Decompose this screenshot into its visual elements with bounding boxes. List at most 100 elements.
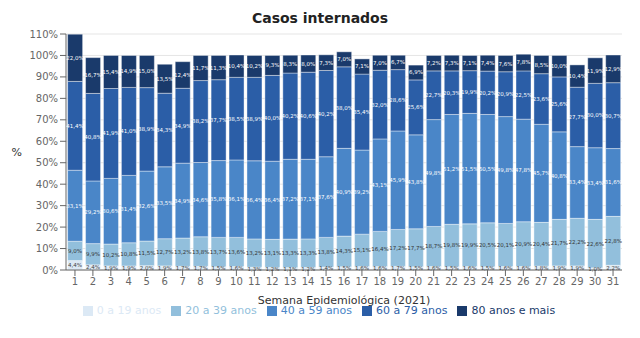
svg-text:22,5%: 22,5% (515, 92, 532, 98)
svg-text:15,0%: 15,0% (138, 68, 155, 74)
svg-text:45,9%: 45,9% (389, 177, 406, 183)
svg-text:4,4%: 4,4% (68, 262, 82, 268)
svg-text:1,4%: 1,4% (319, 265, 333, 271)
svg-text:14,3%: 14,3% (335, 248, 352, 254)
svg-text:10,2%: 10,2% (246, 63, 263, 69)
svg-text:10: 10 (230, 276, 243, 287)
svg-text:1,6%: 1,6% (373, 265, 387, 271)
svg-text:13,2%: 13,2% (174, 249, 191, 255)
svg-text:40,6%: 40,6% (300, 113, 317, 119)
svg-text:110%: 110% (29, 29, 58, 40)
svg-text:36,4%: 36,4% (246, 197, 263, 203)
svg-text:22,7%: 22,7% (425, 92, 442, 98)
svg-text:13,8%: 13,8% (192, 249, 209, 255)
svg-text:7,2%: 7,2% (427, 60, 441, 66)
svg-text:0%: 0% (42, 265, 58, 276)
svg-text:38,5%: 38,5% (228, 116, 245, 122)
svg-text:10,0%: 10,0% (551, 63, 568, 69)
svg-text:18,7%: 18,7% (425, 243, 442, 249)
svg-text:51,2%: 51,2% (443, 166, 460, 172)
svg-text:21: 21 (427, 276, 440, 287)
svg-text:28,6%: 28,6% (389, 97, 406, 103)
svg-text:9,9%: 9,9% (86, 251, 100, 257)
svg-text:21,7%: 21,7% (551, 240, 568, 246)
svg-text:37,1%: 37,1% (300, 196, 317, 202)
svg-text:16: 16 (338, 276, 351, 287)
svg-text:1,6%: 1,6% (463, 265, 477, 271)
svg-text:20: 20 (409, 276, 422, 287)
svg-text:25,6%: 25,6% (407, 104, 424, 110)
svg-text:7,1%: 7,1% (463, 60, 477, 66)
svg-text:1,6%: 1,6% (499, 265, 513, 271)
svg-text:31,6%: 31,6% (604, 179, 621, 185)
svg-text:Semana Epidemiológica (2021): Semana Epidemiológica (2021) (258, 294, 430, 307)
svg-text:2: 2 (90, 276, 96, 287)
svg-text:1,5%: 1,5% (212, 265, 226, 271)
svg-text:24: 24 (481, 276, 494, 287)
svg-text:30: 30 (589, 276, 602, 287)
svg-text:11,3%: 11,3% (210, 65, 227, 71)
svg-text:40,2%: 40,2% (317, 111, 334, 117)
svg-text:1,7%: 1,7% (176, 265, 190, 271)
svg-text:17,2%: 17,2% (389, 245, 406, 251)
svg-text:22,8%: 22,8% (604, 238, 621, 244)
svg-text:1,9%: 1,9% (570, 265, 584, 271)
svg-text:13,6%: 13,6% (228, 249, 245, 255)
svg-text:9,3%: 9,3% (265, 62, 279, 68)
svg-text:17: 17 (356, 276, 369, 287)
svg-text:1,6%: 1,6% (355, 265, 369, 271)
svg-text:37,7%: 37,7% (210, 117, 227, 123)
svg-text:40,2%: 40,2% (282, 113, 299, 119)
svg-text:41,4%: 41,4% (66, 123, 83, 129)
svg-text:90%: 90% (36, 71, 58, 82)
svg-text:25,6%: 25,6% (551, 101, 568, 107)
svg-text:40,8%: 40,8% (551, 173, 568, 179)
svg-text:10,4%: 10,4% (228, 63, 245, 69)
svg-text:20,9%: 20,9% (497, 91, 514, 97)
svg-text:20,3%: 20,3% (443, 90, 460, 96)
svg-text:7,0%: 7,0% (373, 60, 387, 66)
svg-text:2,4%: 2,4% (86, 264, 100, 270)
svg-text:5: 5 (144, 276, 150, 287)
svg-text:80%: 80% (36, 93, 58, 104)
svg-text:20,9%: 20,9% (515, 241, 532, 247)
svg-text:35,8%: 35,8% (210, 196, 227, 202)
svg-text:11,9%: 11,9% (587, 68, 604, 74)
svg-text:41,9%: 41,9% (102, 130, 119, 136)
svg-text:16,7%: 16,7% (84, 72, 101, 78)
svg-text:30,7%: 30,7% (604, 113, 621, 119)
svg-text:1,9%: 1,9% (158, 265, 172, 271)
svg-text:20,4%: 20,4% (533, 241, 550, 247)
svg-text:31,4%: 31,4% (120, 206, 137, 212)
svg-text:10,2%: 10,2% (102, 252, 119, 258)
svg-text:1,5%: 1,5% (337, 265, 351, 271)
svg-text:1,6%: 1,6% (230, 265, 244, 271)
svg-text:19,8%: 19,8% (443, 242, 460, 248)
svg-text:34,9%: 34,9% (174, 198, 191, 204)
svg-text:38,9%: 38,9% (246, 116, 263, 122)
svg-text:1,7%: 1,7% (391, 265, 405, 271)
svg-text:13,1%: 13,1% (264, 250, 281, 256)
svg-text:10,4%: 10,4% (569, 73, 586, 79)
svg-text:8: 8 (197, 276, 203, 287)
svg-text:40,8%: 40,8% (84, 134, 101, 140)
svg-text:40,9%: 40,9% (335, 189, 352, 195)
svg-text:1,2%: 1,2% (301, 266, 315, 272)
svg-text:31: 31 (607, 276, 620, 287)
svg-text:34,6%: 34,6% (192, 197, 209, 203)
svg-text:29,2%: 29,2% (84, 209, 101, 215)
svg-text:13,3%: 13,3% (300, 250, 317, 256)
svg-text:7,1%: 7,1% (355, 63, 369, 69)
svg-text:27: 27 (535, 276, 548, 287)
svg-text:30%: 30% (36, 200, 58, 211)
svg-text:36,1%: 36,1% (228, 196, 245, 202)
svg-text:47,8%: 47,8% (515, 167, 532, 173)
svg-text:17,7%: 17,7% (407, 245, 424, 251)
svg-text:49,8%: 49,8% (497, 167, 514, 173)
svg-text:1,8%: 1,8% (534, 265, 548, 271)
svg-text:32,0%: 32,0% (371, 102, 388, 108)
svg-text:22: 22 (445, 276, 458, 287)
svg-text:9: 9 (215, 276, 221, 287)
svg-text:40%: 40% (36, 179, 58, 190)
svg-text:%: % (12, 146, 22, 159)
